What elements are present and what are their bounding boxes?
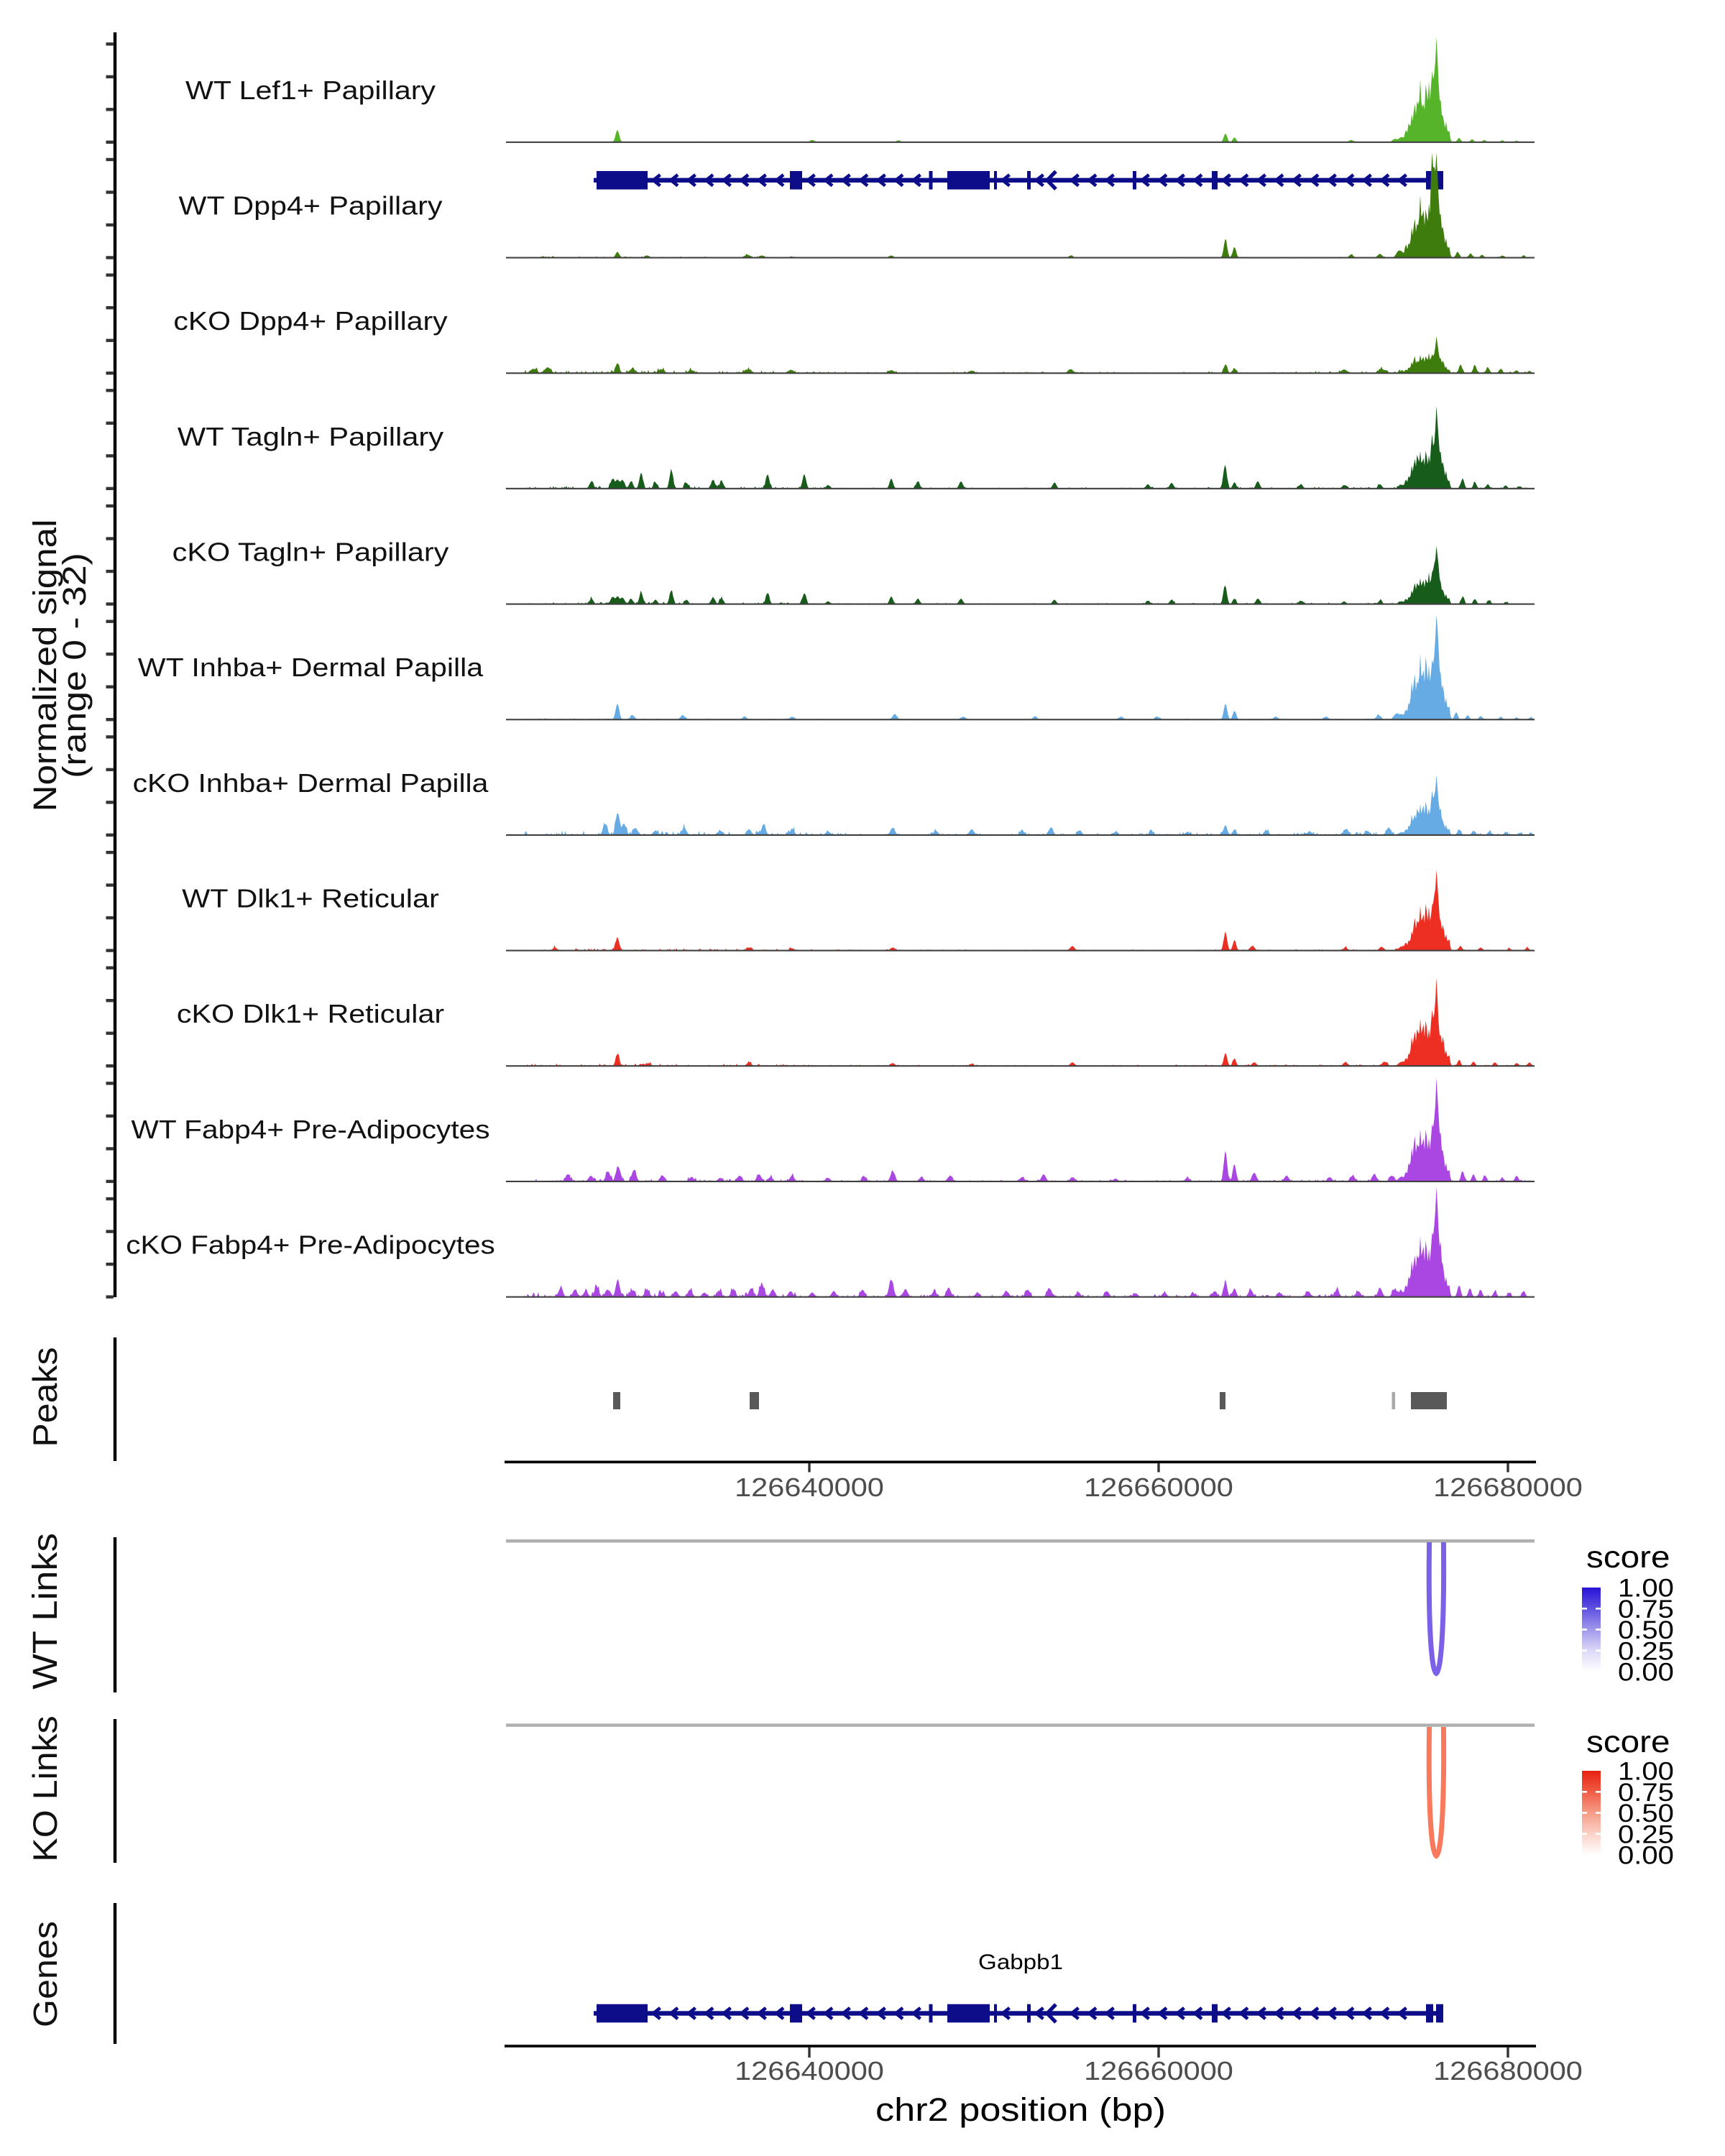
svg-text:score: score: [1586, 1540, 1670, 1575]
svg-text:KO Links: KO Links: [26, 1715, 64, 1862]
svg-text:WT Links: WT Links: [26, 1533, 65, 1690]
svg-text:0.50: 0.50: [1618, 1616, 1674, 1644]
svg-text:126640000: 126640000: [735, 1473, 884, 1502]
svg-text:cKO Dlk1+ Reticular: cKO Dlk1+ Reticular: [177, 999, 444, 1028]
svg-text:cKO Fabp4+ Pre-Adipocytes: cKO Fabp4+ Pre-Adipocytes: [126, 1230, 494, 1260]
svg-text:WT Fabp4+ Pre-Adipocytes: WT Fabp4+ Pre-Adipocytes: [132, 1115, 490, 1144]
svg-text:Gabpb1: Gabpb1: [978, 1950, 1063, 1974]
svg-text:126680000: 126680000: [1433, 1473, 1583, 1502]
svg-text:0.00: 0.00: [1618, 1659, 1674, 1687]
svg-text:0.75: 0.75: [1618, 1779, 1674, 1807]
svg-text:chr2 position (bp): chr2 position (bp): [875, 2091, 1166, 2128]
svg-text:0.25: 0.25: [1618, 1820, 1674, 1848]
svg-text:126660000: 126660000: [1084, 2056, 1233, 2086]
svg-text:WT Lef1+ Papillary: WT Lef1+ Papillary: [185, 75, 436, 105]
svg-text:(range 0 - 32): (range 0 - 32): [56, 553, 93, 778]
svg-text:Normalized signal: Normalized signal: [27, 519, 63, 811]
svg-text:cKO Tagln+ Papillary: cKO Tagln+ Papillary: [172, 538, 450, 567]
svg-text:126680000: 126680000: [1433, 2056, 1583, 2086]
svg-text:0.75: 0.75: [1618, 1595, 1674, 1623]
svg-text:WT Dpp4+ Papillary: WT Dpp4+ Papillary: [179, 190, 443, 220]
svg-text:1.00: 1.00: [1618, 1758, 1674, 1786]
svg-text:0.25: 0.25: [1618, 1637, 1674, 1665]
svg-text:WT Tagln+ Papillary: WT Tagln+ Papillary: [178, 422, 444, 451]
svg-text:WT Dlk1+ Reticular: WT Dlk1+ Reticular: [182, 884, 439, 913]
svg-text:Peaks: Peaks: [27, 1347, 65, 1447]
svg-text:WT Inhba+ Dermal Papilla: WT Inhba+ Dermal Papilla: [138, 653, 484, 682]
svg-text:126640000: 126640000: [735, 2056, 884, 2086]
svg-text:1.00: 1.00: [1618, 1575, 1674, 1603]
svg-text:score: score: [1586, 1725, 1670, 1759]
svg-text:cKO Inhba+ Dermal Papilla: cKO Inhba+ Dermal Papilla: [133, 768, 489, 798]
svg-text:0.50: 0.50: [1618, 1800, 1674, 1828]
svg-text:0.00: 0.00: [1618, 1842, 1674, 1870]
svg-text:Genes: Genes: [27, 1921, 64, 2027]
svg-text:cKO Dpp4+ Papillary: cKO Dpp4+ Papillary: [173, 306, 448, 336]
svg-text:126660000: 126660000: [1084, 1473, 1233, 1502]
